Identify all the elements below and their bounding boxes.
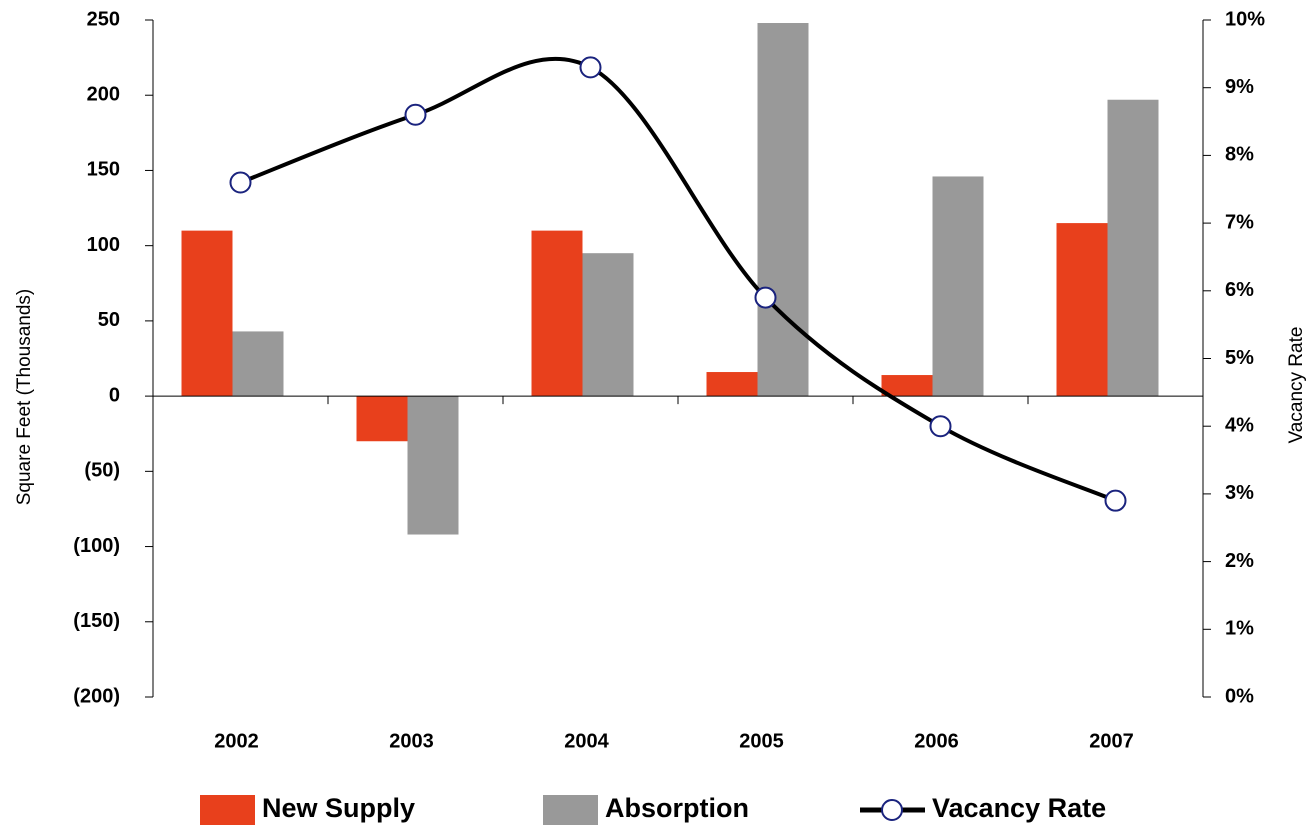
y2-tick-label: 2%: [1225, 550, 1254, 572]
y2-tick-label: 6%: [1225, 279, 1254, 301]
line-marker: [404, 103, 427, 126]
x-tick-label: 2006: [914, 730, 959, 752]
bar: [757, 23, 809, 397]
bar: [1107, 99, 1159, 397]
y-tick-label: 150: [87, 159, 120, 181]
bar: [356, 396, 408, 442]
line-marker: [579, 56, 602, 79]
y-tick-label: (50): [84, 460, 120, 482]
y-tick-label: (200): [73, 685, 120, 707]
bar: [181, 230, 233, 397]
legend-label: New Supply: [262, 793, 415, 823]
x-tick-label: 2002: [214, 730, 259, 752]
y-tick-label: 100: [87, 234, 120, 256]
y-tick-label: 0: [109, 384, 120, 406]
y-tick-label: (100): [73, 535, 120, 557]
x-tick-label: 2007: [1089, 730, 1134, 752]
y2-tick-label: 3%: [1225, 482, 1254, 504]
y-tick-label: 250: [87, 8, 120, 30]
y2-tick-label: 0%: [1225, 685, 1254, 707]
bar: [706, 372, 758, 397]
y-tick-label: (150): [73, 610, 120, 632]
x-tick-label: 2003: [389, 730, 434, 752]
legend-label: Absorption: [605, 793, 749, 823]
y-axis-title: Square Feet (Thousands): [14, 289, 35, 506]
bar: [407, 396, 459, 535]
bar: [232, 331, 284, 397]
legend-label: Vacancy Rate: [932, 793, 1106, 823]
line-marker: [1104, 489, 1127, 512]
y2-tick-label: 10%: [1225, 8, 1265, 30]
bar: [531, 230, 583, 397]
y2-tick-label: 4%: [1225, 414, 1254, 436]
bar: [881, 375, 933, 397]
y2-tick-label: 7%: [1225, 211, 1254, 233]
line-marker: [229, 171, 252, 194]
bar: [932, 176, 984, 397]
bar: [582, 253, 634, 397]
legend-swatch: [543, 795, 598, 825]
legend-swatch-marker: [881, 799, 903, 821]
y2-tick-label: 8%: [1225, 144, 1254, 166]
line-marker: [929, 415, 952, 438]
x-tick-label: 2005: [739, 730, 784, 752]
y2-tick-label: 9%: [1225, 76, 1254, 98]
y2-tick-label: 1%: [1225, 618, 1254, 640]
line-marker: [754, 286, 777, 309]
y-tick-label: 200: [87, 84, 120, 106]
legend-swatch: [200, 795, 255, 825]
y-tick-label: 50: [98, 309, 120, 331]
y2-axis-title: Vacancy Rate: [1286, 327, 1307, 444]
y2-tick-label: 5%: [1225, 347, 1254, 369]
bar: [1056, 223, 1108, 397]
x-tick-label: 2004: [564, 730, 609, 752]
